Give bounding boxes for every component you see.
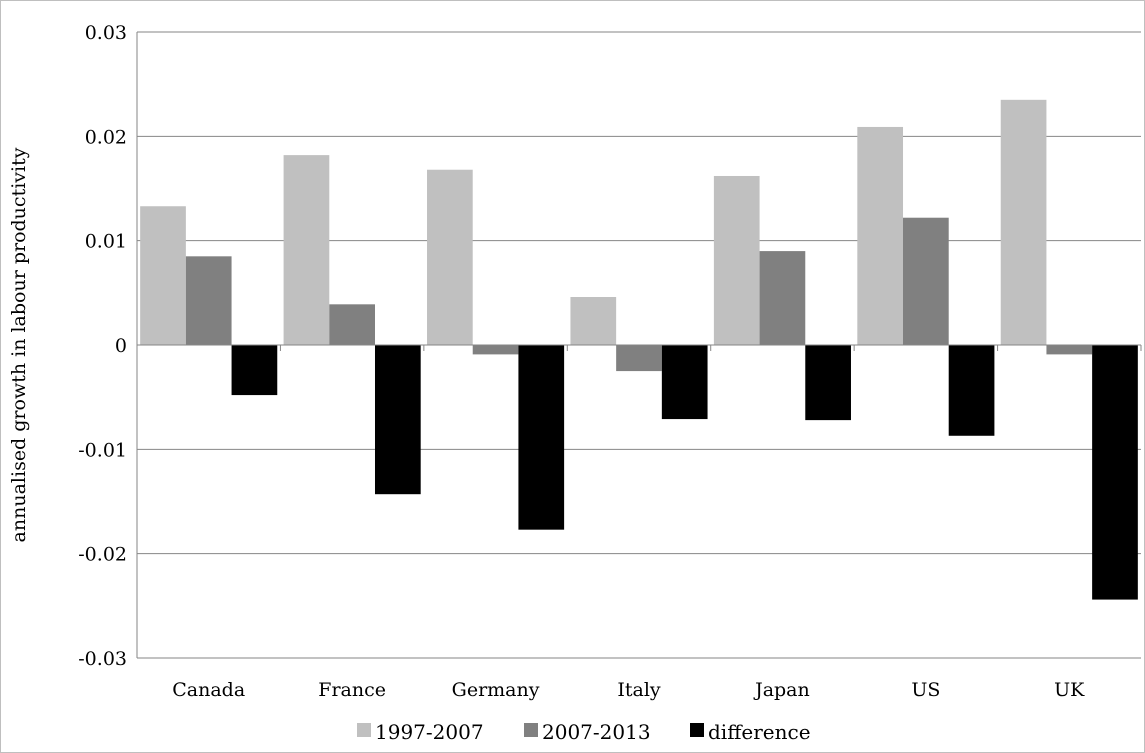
bar-uk-0 bbox=[1000, 99, 1047, 345]
y-tick-label: -0.03 bbox=[78, 648, 127, 670]
bar-france-2 bbox=[374, 345, 421, 495]
bars bbox=[140, 99, 1138, 600]
legend-label: difference bbox=[708, 720, 811, 744]
legend-swatch bbox=[357, 723, 371, 737]
bar-japan-0 bbox=[713, 175, 760, 345]
bar-france-1 bbox=[329, 304, 375, 345]
bar-germany-2 bbox=[518, 345, 565, 530]
legend-swatch bbox=[524, 723, 538, 737]
bar-italy-2 bbox=[661, 345, 708, 420]
x-tick-label: Germany bbox=[452, 679, 540, 701]
bar-germany-0 bbox=[427, 169, 473, 345]
x-tick-labels: Canada France Germany Italy Japan US UK bbox=[172, 679, 1085, 701]
bar-japan-2 bbox=[805, 345, 851, 421]
y-tick-label: 0 bbox=[115, 335, 127, 357]
bar-uk-1 bbox=[1046, 345, 1093, 355]
legend-label: 2007-2013 bbox=[542, 720, 651, 744]
y-tick-label: 0.02 bbox=[85, 126, 127, 148]
bar-france-0 bbox=[283, 155, 330, 345]
bar-canada-2 bbox=[231, 345, 278, 396]
y-tick-label: -0.02 bbox=[78, 544, 127, 566]
bar-uk-2 bbox=[1092, 345, 1138, 600]
bar-italy-1 bbox=[616, 345, 662, 372]
y-tick-label: 0.03 bbox=[85, 22, 127, 44]
bar-germany-1 bbox=[472, 345, 519, 355]
y-tick-label: -0.01 bbox=[78, 439, 127, 461]
bar-us-2 bbox=[948, 345, 995, 436]
bar-canada-1 bbox=[185, 256, 232, 345]
x-tick-marks bbox=[136, 345, 1142, 351]
legend-swatch bbox=[690, 723, 704, 737]
x-tick-label: Japan bbox=[753, 679, 810, 701]
x-tick-label: France bbox=[318, 679, 386, 701]
x-tick-label: US bbox=[911, 679, 940, 701]
bar-canada-0 bbox=[140, 206, 186, 345]
y-axis-title: annualised growth in labour productivity bbox=[8, 147, 30, 542]
x-tick-label: Italy bbox=[617, 679, 661, 701]
legend-label: 1997-2007 bbox=[375, 720, 484, 744]
y-tick-labels: -0.03 -0.02 -0.01 0 0.01 0.02 0.03 bbox=[78, 22, 127, 670]
bar-italy-0 bbox=[570, 297, 617, 345]
legend: 1997-2007 2007-2013 difference bbox=[357, 720, 811, 744]
y-tick-label: 0.01 bbox=[85, 231, 127, 253]
x-tick-label: Canada bbox=[172, 679, 245, 701]
bar-us-1 bbox=[903, 217, 949, 345]
bar-japan-1 bbox=[759, 251, 806, 345]
bar-us-0 bbox=[857, 126, 904, 346]
x-tick-label: UK bbox=[1054, 679, 1085, 701]
